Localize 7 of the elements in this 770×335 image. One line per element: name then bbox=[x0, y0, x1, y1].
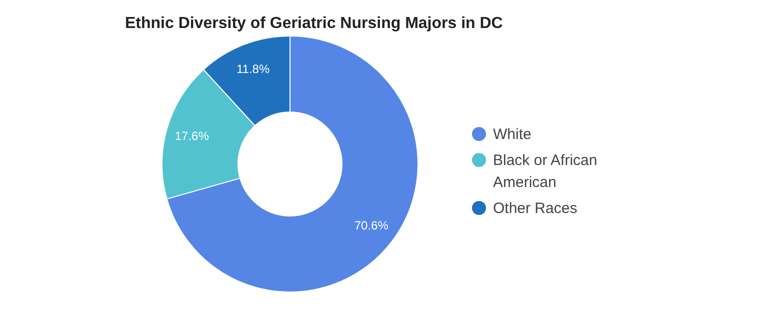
legend-label: Other Races bbox=[493, 200, 578, 217]
chart-title: Ethnic Diversity of Geriatric Nursing Majors in DC bbox=[125, 15, 504, 32]
legend-label: White bbox=[493, 126, 532, 143]
data-label: 11.8% bbox=[236, 62, 270, 76]
legend-label: Black or African American bbox=[493, 152, 598, 191]
data-label: 17.6% bbox=[174, 129, 210, 144]
data-label: 70.6% bbox=[354, 218, 389, 232]
